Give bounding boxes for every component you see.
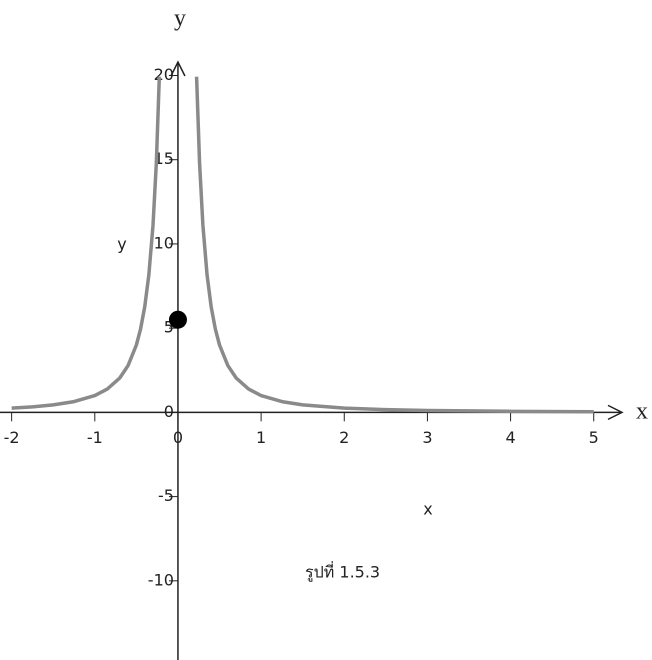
x-axis-arrow xyxy=(607,404,624,421)
x-tick-label: 3 xyxy=(422,428,432,447)
caption: รูปที่ 1.5.3 xyxy=(305,561,380,583)
x-tick-label: 5 xyxy=(589,428,599,447)
curve xyxy=(11,76,594,414)
y-tick-label: 15 xyxy=(154,149,174,168)
x-tick-label: 1 xyxy=(256,428,266,447)
y-tick-label: 5 xyxy=(164,318,174,337)
x-tick-label: -2 xyxy=(4,428,20,447)
y-tick-label: -5 xyxy=(158,486,174,505)
y-axis-arrow xyxy=(170,60,186,77)
x-label: x xyxy=(423,500,432,519)
x-tick-label: 0 xyxy=(173,428,183,447)
y-arrow-label: y xyxy=(174,6,186,32)
y-label: y xyxy=(117,235,126,254)
point xyxy=(168,310,187,329)
x-tick-label: 4 xyxy=(505,428,515,447)
y-tick-label: 20 xyxy=(154,65,174,84)
x-tick-label: 2 xyxy=(339,428,349,447)
y-tick-label: 0 xyxy=(164,402,174,421)
y-tick-label: 10 xyxy=(154,233,174,252)
x-tick-label: -1 xyxy=(87,428,103,447)
y-tick-label: -10 xyxy=(148,570,174,589)
x-arrow-label: x xyxy=(636,399,648,425)
